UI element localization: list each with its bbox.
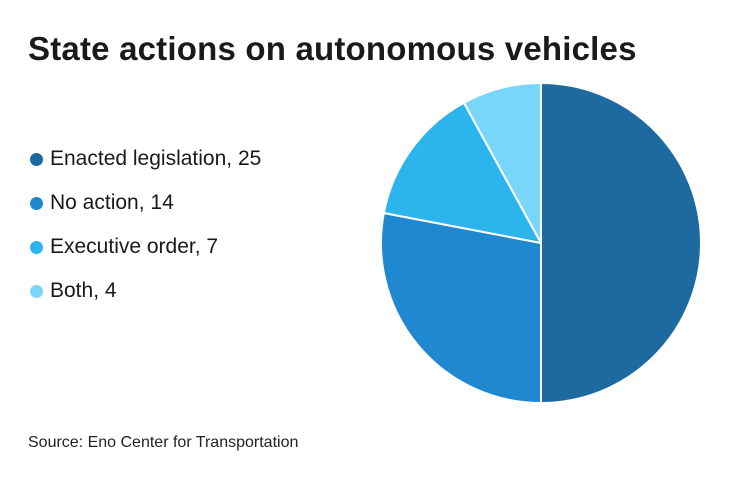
legend-label: No action, 14	[50, 191, 174, 214]
pie-slice-enacted-legislation	[540, 82, 702, 404]
legend-item-no-action: No action, 14	[30, 181, 261, 225]
pie-slice-no-action	[380, 212, 542, 404]
legend-item-both: Both, 4	[30, 269, 261, 313]
pie-chart	[380, 82, 702, 404]
legend-swatch	[30, 152, 43, 166]
legend-label: Both, 4	[50, 279, 117, 302]
legend-swatch	[30, 196, 43, 210]
legend-label: Executive order, 7	[50, 235, 219, 258]
legend-item-executive-order: Executive order, 7	[30, 225, 261, 269]
legend-item-enacted-legislation: Enacted legislation, 25	[30, 137, 261, 181]
pie-slice-both	[462, 82, 542, 244]
pie-slice-executive-order	[382, 101, 542, 244]
legend-label: Enacted legislation, 25	[50, 147, 262, 170]
source-note: Source: Eno Center for Transportation	[28, 434, 299, 451]
legend-swatch	[30, 240, 43, 254]
legend: Enacted legislation, 25 No action, 14 Ex…	[30, 137, 261, 313]
chart-title: State actions on autonomous vehicles	[28, 30, 637, 67]
legend-swatch	[30, 284, 43, 298]
